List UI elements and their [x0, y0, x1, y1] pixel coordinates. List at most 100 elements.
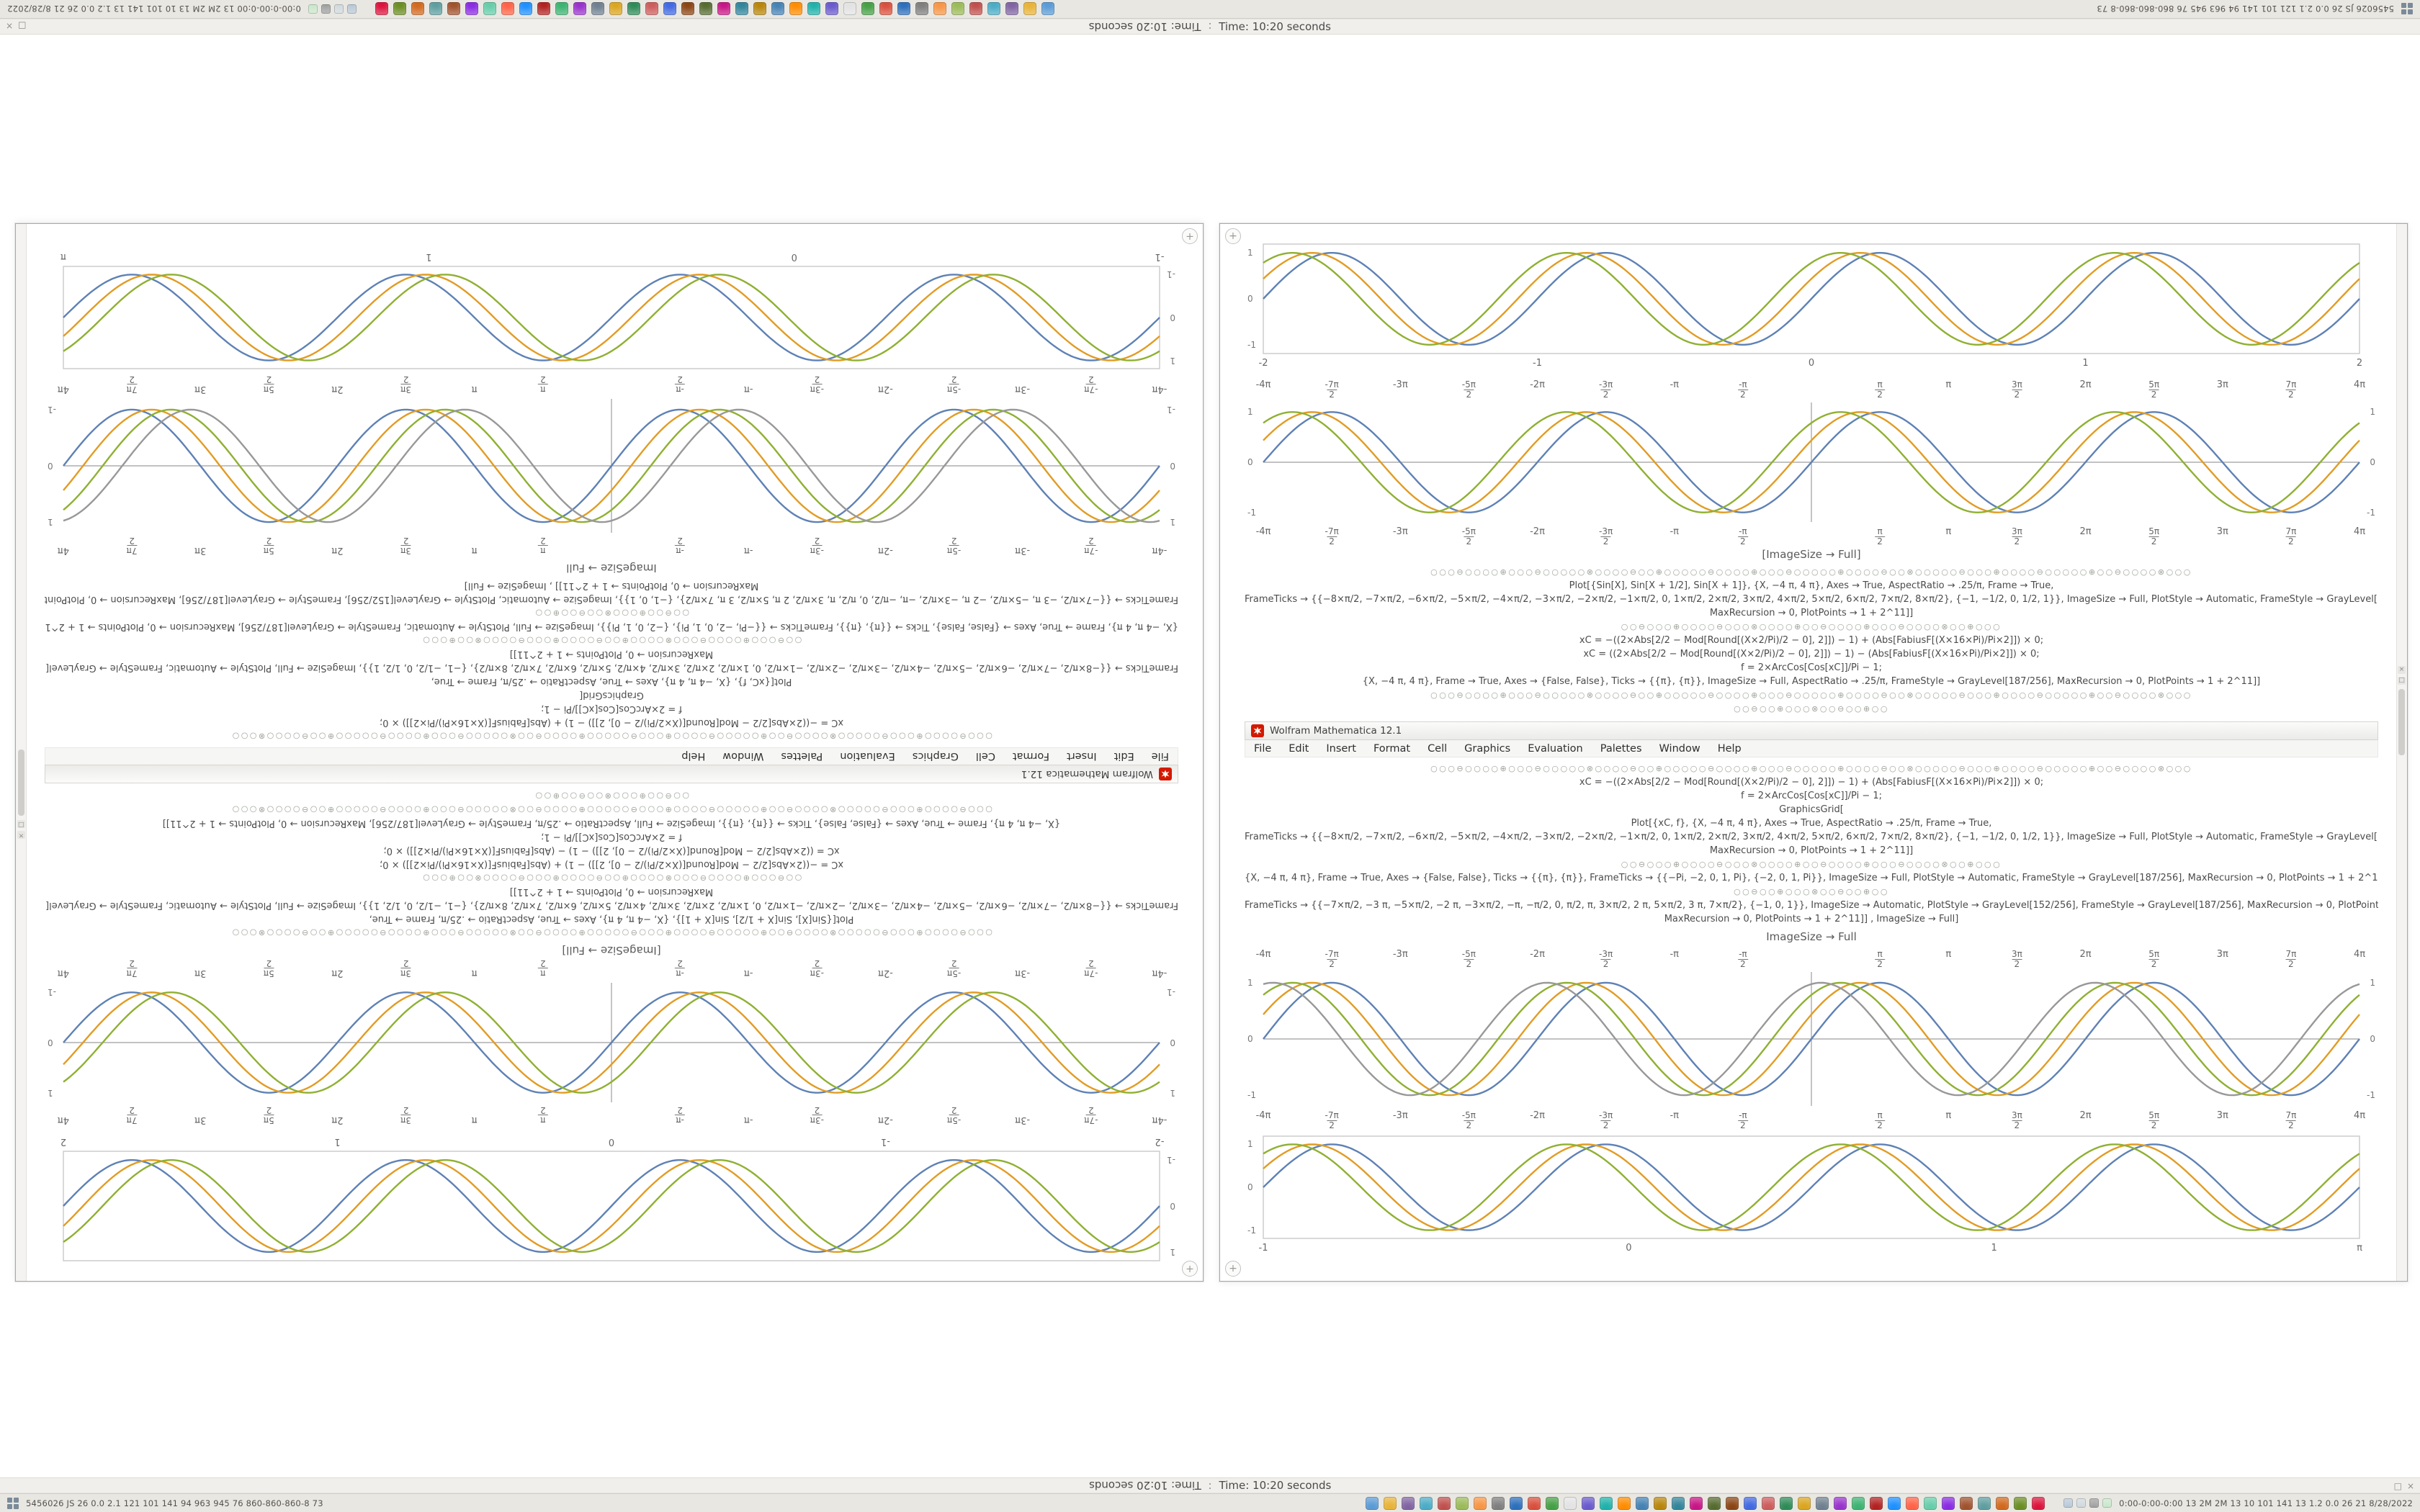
code-cell-block-lower[interactable]: ○○○⊖○○○○⊕○○○⊖○○○○○⊗○○○○⊖○○⊕○○○○○⊖○○○○⊕○○…	[1245, 762, 2378, 926]
scrollbar-close-icon[interactable]: ×	[17, 831, 25, 840]
taskbar-app-icon[interactable]	[717, 2, 730, 16]
taskbar-app-icon[interactable]	[753, 2, 766, 16]
menu-help[interactable]: Help	[681, 750, 706, 762]
taskbar-app-icon[interactable]	[1726, 1496, 1739, 1510]
taskbar-app-icon[interactable]	[2089, 1498, 2099, 1508]
taskbar-app-icon[interactable]	[2063, 1498, 2074, 1508]
menu-palettes[interactable]: Palettes	[781, 750, 823, 762]
menu-format[interactable]: Format	[1373, 742, 1411, 755]
taskbar-app-icon[interactable]	[346, 4, 357, 14]
taskbar-app-icon[interactable]	[1023, 2, 1036, 16]
taskbar-app-icon[interactable]	[2076, 1498, 2087, 1508]
scrollbar-page-icon[interactable]: □	[17, 820, 25, 829]
taskbar-tray-icons[interactable]	[2063, 1498, 2112, 1508]
taskbar-app-icon[interactable]	[1582, 1496, 1595, 1510]
taskbar-app-icon[interactable]	[555, 2, 568, 16]
taskbar-app-icon[interactable]	[699, 2, 712, 16]
taskbar-app-icon[interactable]	[1636, 1496, 1649, 1510]
taskbar-app-icon[interactable]	[843, 2, 856, 16]
menu-insert[interactable]: Insert	[1326, 742, 1356, 755]
taskbar-app-icon[interactable]	[915, 2, 928, 16]
taskbar-app-icon[interactable]	[1384, 1496, 1397, 1510]
cell-group-open-button[interactable]: +	[1182, 228, 1198, 244]
taskbar-app-icon[interactable]	[1528, 1496, 1541, 1510]
window-titlebar[interactable]: Wolfram Mathematica 12.1	[1245, 721, 2378, 740]
taskbar-tray-icons[interactable]	[308, 4, 357, 14]
menu-graphics[interactable]: Graphics	[912, 750, 959, 762]
cell-group-open-button[interactable]: +	[1225, 228, 1241, 244]
taskbar-app-icon[interactable]	[537, 2, 550, 16]
taskbar-app-icon[interactable]	[1564, 1496, 1577, 1510]
taskbar-app-icon[interactable]	[1005, 2, 1018, 16]
taskbar-app-icon[interactable]	[1744, 1496, 1757, 1510]
menu-edit[interactable]: Edit	[1113, 750, 1134, 762]
taskbar-app-icon[interactable]	[1438, 1496, 1451, 1510]
vertical-scrollbar[interactable]: × □	[16, 224, 27, 1281]
taskbar-app-icon[interactable]	[465, 2, 478, 16]
code-cell-block-upper[interactable]: ○○○⊖○○○○⊕○○○⊖○○○○○⊗○○○○⊖○○⊕○○○○○⊖○○○○⊕○○…	[1245, 565, 2378, 716]
taskbar-app-icon[interactable]	[1798, 1496, 1811, 1510]
taskbar-app-icon[interactable]	[591, 2, 604, 16]
strip-corner-controls[interactable]: □ ×	[6, 18, 26, 34]
close-icon[interactable]: ×	[2406, 1481, 2414, 1491]
taskbar-app-icon[interactable]	[879, 2, 892, 16]
taskbar-app-icons[interactable]	[375, 2, 1054, 16]
taskbar-app-icon[interactable]	[333, 4, 344, 14]
taskbar-app-icon[interactable]	[1672, 1496, 1685, 1510]
taskbar-app-icon[interactable]	[1978, 1496, 1991, 1510]
taskbar-app-icon[interactable]	[969, 2, 982, 16]
taskbar-app-icon[interactable]	[987, 2, 1000, 16]
menu-evaluation[interactable]: Evaluation	[1528, 742, 1583, 755]
taskbar-app-icon[interactable]	[663, 2, 676, 16]
taskbar-app-icon[interactable]	[1762, 1496, 1775, 1510]
taskbar-app-icon[interactable]	[483, 2, 496, 16]
taskbar-app-icon[interactable]	[1420, 1496, 1433, 1510]
taskbar-app-icon[interactable]	[321, 4, 331, 14]
menu-file[interactable]: File	[1254, 742, 1272, 755]
taskbar-app-icon[interactable]	[1492, 1496, 1505, 1510]
vertical-scrollbar[interactable]: × □	[2396, 224, 2407, 1281]
taskbar-app-icon[interactable]	[627, 2, 640, 16]
taskbar-app-icon[interactable]	[1366, 1496, 1379, 1510]
taskbar-app-icon[interactable]	[645, 2, 658, 16]
code-cell-block-upper[interactable]: ○○○⊖○○○○⊕○○○⊖○○○○○⊗○○○○⊖○○⊕○○○○○⊖○○○○⊕○○…	[45, 789, 1178, 940]
menu-window[interactable]: Window	[1659, 742, 1700, 755]
taskbar-app-icon[interactable]	[1906, 1496, 1919, 1510]
taskbar-app-icon[interactable]	[681, 2, 694, 16]
code-cell-block-lower[interactable]: ○○○⊖○○○○⊕○○○⊖○○○○○⊗○○○○⊖○○⊕○○○○○⊖○○○○⊕○○…	[45, 579, 1178, 743]
taskbar-app-icon[interactable]	[1600, 1496, 1613, 1510]
taskbar-app-icon[interactable]	[1852, 1496, 1865, 1510]
menu-help[interactable]: Help	[1717, 742, 1742, 755]
taskbar-app-icon[interactable]	[375, 2, 388, 16]
taskbar-app-icon[interactable]	[1402, 1496, 1415, 1510]
menu-window[interactable]: Window	[722, 750, 764, 762]
taskbar-app-icon[interactable]	[1996, 1496, 2009, 1510]
taskbar-app-icon[interactable]	[771, 2, 784, 16]
taskbar-app-icon[interactable]	[1510, 1496, 1523, 1510]
scrollbar-page-icon[interactable]: □	[2398, 676, 2406, 685]
taskbar-app-icon[interactable]	[861, 2, 874, 16]
menu-palettes[interactable]: Palettes	[1600, 742, 1642, 755]
taskbar-app-icon[interactable]	[951, 2, 964, 16]
taskbar[interactable]: 5456026 JS 26 0.0 2.1 121 101 141 94 963…	[0, 1493, 2420, 1512]
taskbar-app-icon[interactable]	[933, 2, 946, 16]
taskbar-app-icon[interactable]	[609, 2, 622, 16]
taskbar-app-icon[interactable]	[308, 4, 318, 14]
taskbar-app-icons[interactable]	[1366, 1496, 2045, 1510]
taskbar-app-icon[interactable]	[1456, 1496, 1469, 1510]
taskbar-app-icon[interactable]	[1816, 1496, 1829, 1510]
taskbar-app-icon[interactable]	[573, 2, 586, 16]
taskbar-app-icon[interactable]	[1654, 1496, 1667, 1510]
taskbar-app-icon[interactable]	[1690, 1496, 1703, 1510]
taskbar[interactable]: 5456026 JS 26 0.0 2.1 121 101 141 94 963…	[0, 0, 2420, 19]
menu-cell[interactable]: Cell	[1428, 742, 1448, 755]
start-menu-icon[interactable]	[2401, 3, 2413, 15]
taskbar-app-icon[interactable]	[1924, 1496, 1937, 1510]
taskbar-app-icon[interactable]	[1870, 1496, 1883, 1510]
restore-icon[interactable]: □	[18, 21, 27, 31]
menu-edit[interactable]: Edit	[1289, 742, 1309, 755]
taskbar-app-icon[interactable]	[807, 2, 820, 16]
taskbar-app-icon[interactable]	[393, 2, 406, 16]
scrollbar-thumb[interactable]	[18, 750, 24, 816]
cell-group-open-button[interactable]: +	[1182, 1261, 1198, 1277]
